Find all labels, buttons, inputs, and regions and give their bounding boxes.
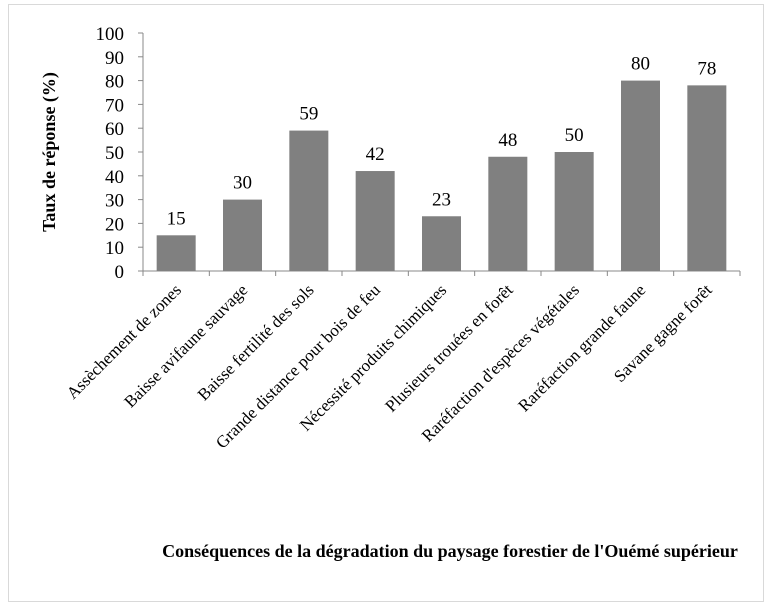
bar (422, 216, 461, 271)
x-category-label: Assèchement de zones (63, 280, 185, 402)
y-tick-label: 70 (105, 95, 124, 116)
data-label: 80 (631, 54, 650, 75)
y-tick-label: 40 (105, 167, 124, 188)
y-tick-label: 30 (105, 191, 124, 212)
data-label: 23 (432, 189, 451, 210)
y-tick-label: 20 (105, 214, 124, 235)
y-tick-label: 50 (105, 143, 124, 164)
x-category-label: Baisse avifaune sauvage (120, 280, 251, 411)
y-tick-label: 60 (105, 119, 124, 140)
bar (355, 171, 395, 271)
data-label: 30 (233, 173, 252, 194)
bar (621, 80, 660, 271)
y-tick-label: 100 (96, 24, 125, 45)
bar (488, 156, 528, 271)
bar (687, 85, 727, 271)
data-label: 50 (565, 125, 584, 146)
x-category-label: Baisse fertilité des sols (194, 280, 318, 404)
bar (156, 235, 196, 271)
bar (223, 199, 262, 271)
y-tick-label: 0 (115, 262, 125, 283)
x-category-label: Plusieurs trouées en forêt (381, 280, 516, 415)
data-label: 78 (697, 58, 716, 79)
y-tick-label: 10 (105, 238, 124, 259)
x-category-label: Raréfaction grande faune (514, 280, 649, 415)
data-label: 15 (167, 208, 186, 229)
bar (289, 130, 329, 271)
y-axis-title: Taux de réponse (%) (39, 72, 60, 232)
y-tick-label: 90 (105, 48, 124, 69)
data-label: 48 (498, 130, 517, 151)
data-label: 59 (299, 104, 318, 125)
data-label: 42 (366, 144, 385, 165)
bar (554, 152, 594, 271)
x-axis-title: Conséquences de la dégradation du paysag… (162, 541, 738, 561)
y-tick-label: 80 (105, 72, 124, 93)
